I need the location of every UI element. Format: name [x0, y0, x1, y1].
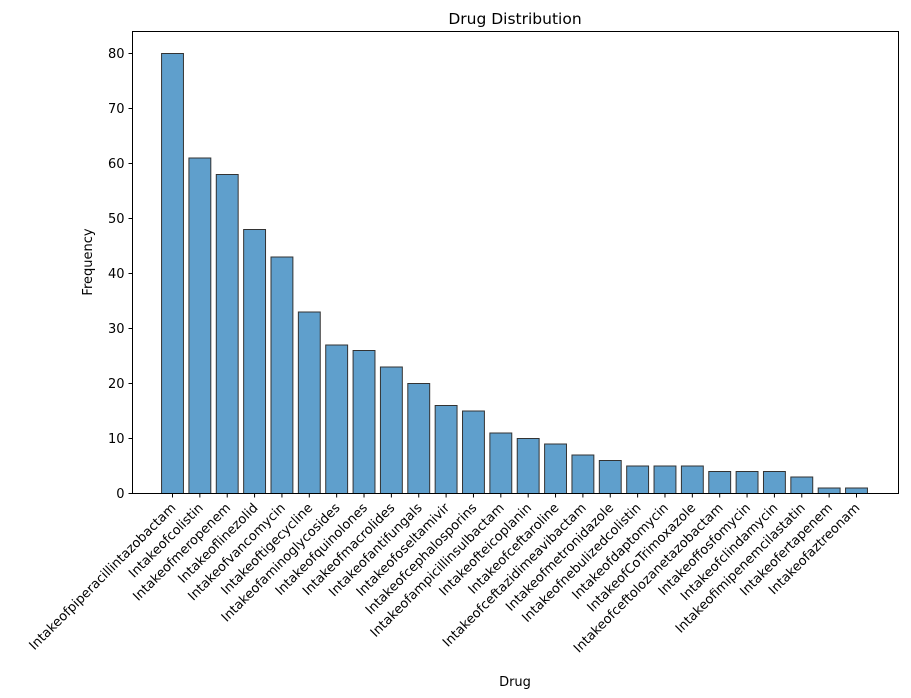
x-axis: IntakeofpiperacillintazobactamIntakeofco…	[27, 493, 863, 656]
bar-Intakeofcephalosporins	[462, 410, 485, 494]
bar-Intakeofoseltamivir	[434, 405, 458, 494]
bar-Intakeofnebulizedcolistin	[626, 465, 650, 494]
y-tick-label: 60	[108, 157, 125, 172]
bar-Intakeofceftaroline	[544, 443, 567, 494]
bar-Intakeofaminoglycosides	[325, 344, 349, 494]
plot-frame	[132, 31, 899, 494]
bar-Intakeofceftolozanetazobactam	[708, 471, 732, 494]
y-tick-label: 80	[108, 47, 125, 62]
y-tick-label: 30	[108, 322, 125, 337]
bar-Intakeofcolistin	[188, 157, 212, 494]
bar-Intakeofdaptomycin	[653, 465, 677, 494]
y-tick-label: 70	[108, 102, 125, 117]
bar-Intakeofmetronidazole	[598, 460, 622, 494]
y-tick-label: 40	[108, 267, 125, 282]
bar-Intakeofmacrolides	[379, 366, 403, 494]
y-axis-label: Frequency	[81, 228, 96, 295]
x-axis-label: Drug	[499, 675, 531, 690]
bar-Intakeoflinezolid	[243, 229, 267, 494]
y-tick-label: 20	[108, 377, 125, 392]
bar-IntakeofCoTrimoxazole	[680, 465, 704, 494]
chart-title: Drug Distribution	[448, 10, 581, 28]
y-tick-label: 10	[108, 432, 125, 447]
bar-Intakeofceftazidimeavibactam	[571, 454, 595, 494]
bar-Intakeofaztreonam	[845, 487, 868, 494]
bar-Intakeofvancomycin	[270, 256, 294, 494]
bar-Intakeofclindamycin	[762, 471, 786, 494]
y-tick-label: 0	[116, 487, 124, 502]
y-tick-label: 50	[108, 212, 125, 227]
bar-Intakeofampicillinsulbactam	[489, 432, 513, 494]
bar-Intakeofpiperacillintazobactam	[161, 53, 184, 494]
bar-Intakeoftigecycline	[297, 311, 321, 494]
bar-Intakeofteicoplanin	[516, 438, 540, 494]
y-axis: 0 10 20 30 40 50 60 70 80	[108, 47, 133, 502]
bar-Intakeofmeropenem	[215, 174, 239, 494]
bar-Intakeofquinolones	[352, 350, 376, 494]
bar-Intakeoffosfomycin	[735, 471, 759, 494]
bar-Intakeofertapenem	[817, 487, 841, 494]
bar-Intakeofimipenemcilastatin	[790, 476, 814, 494]
bar-Intakeofantifungals	[407, 383, 431, 494]
bars-group	[161, 53, 868, 494]
